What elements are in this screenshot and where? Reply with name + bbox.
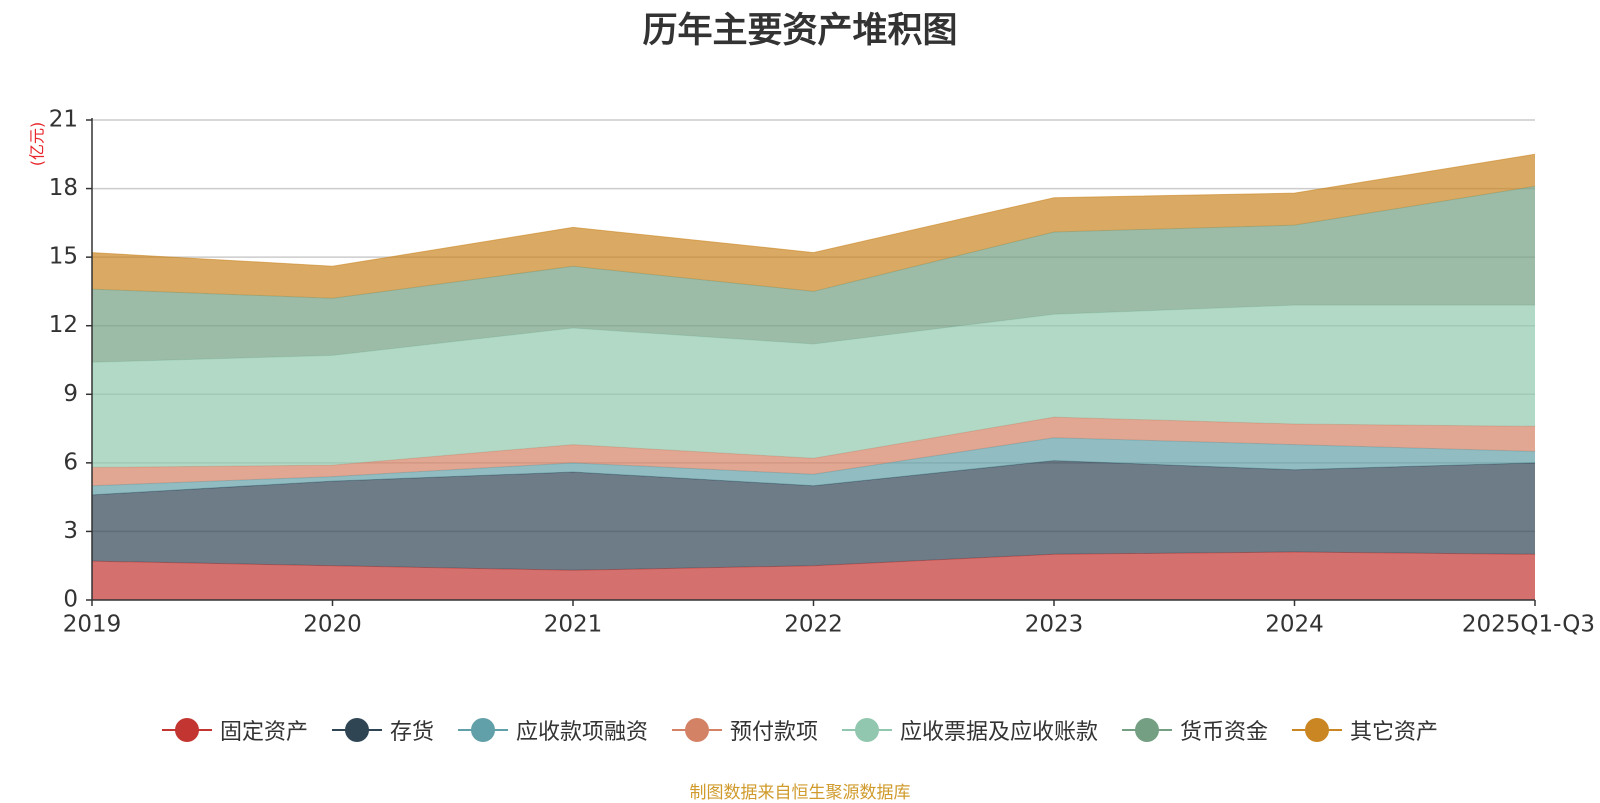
area-series-3[interactable]: [92, 417, 1535, 486]
y-tick-label: 0: [63, 587, 78, 613]
y-tick-label: 6: [63, 449, 78, 475]
x-tick-label: 2019: [63, 612, 122, 638]
y-tick-label: 18: [49, 175, 78, 201]
area-edge-5: [91, 185, 1536, 299]
y-axis-unit-label: (亿元): [28, 122, 47, 167]
legend-item[interactable]: 存货: [331, 714, 434, 746]
legend-label: 货币资金: [1180, 720, 1269, 745]
x-tick-label: 2021: [544, 612, 603, 638]
legend-item[interactable]: 应收票据及应收账款: [842, 714, 1098, 746]
x-tick-label: 2025Q1-Q3: [1462, 612, 1595, 638]
legend-marker-icon: [457, 718, 508, 742]
source-note: 制图数据来自恒生聚源数据库: [689, 783, 911, 803]
legend-marker-icon: [331, 718, 382, 742]
x-tick-label: 2022: [784, 612, 843, 638]
area-series-5[interactable]: [92, 186, 1535, 363]
legend-item[interactable]: 应收款项融资: [457, 714, 648, 746]
area-series-0[interactable]: [92, 552, 1535, 600]
area-series-2[interactable]: [92, 437, 1535, 495]
x-tick-label: 2023: [1025, 612, 1084, 638]
area-series-1[interactable]: [92, 460, 1535, 571]
legend-label: 其它资产: [1350, 720, 1439, 745]
legend-label: 存货: [389, 720, 434, 745]
y-tick-label: 9: [63, 381, 78, 407]
chart-title: 历年主要资产堆积图: [642, 11, 958, 51]
y-tick-label: 3: [63, 518, 78, 544]
legend-marker-icon: [671, 718, 722, 742]
axis-layer: 0 3 6 9 12 15 18 21 2019 2020 2021 2022 2023 2024 2025…: [49, 107, 1595, 638]
legend-marker-icon: [1122, 718, 1173, 742]
y-tick-label: 21: [49, 107, 78, 133]
area-series-6[interactable]: [92, 154, 1535, 299]
legend-item[interactable]: 其它资产: [1292, 714, 1438, 746]
legend: 固定资产 存货 应收款项融资 预付款项 应收票据及应收账款 货币资金 其它资产: [0, 714, 1600, 746]
legend-item[interactable]: 固定资产: [161, 714, 308, 746]
legend-label: 预付款项: [729, 720, 818, 745]
legend-marker-icon: [161, 718, 212, 742]
legend-marker-icon: [1292, 718, 1343, 742]
x-tick-label: 2020: [303, 612, 362, 638]
area-layer: [91, 153, 1536, 600]
legend-item[interactable]: 货币资金: [1122, 714, 1268, 746]
x-tick-label: 2024: [1265, 612, 1324, 638]
y-tick-label: 12: [49, 312, 78, 338]
y-tick-label: 15: [49, 244, 78, 270]
legend-marker-icon: [842, 718, 892, 742]
legend-label: 应收款项融资: [515, 720, 648, 745]
legend-label: 固定资产: [219, 720, 308, 745]
area-edge-6: [91, 153, 1536, 267]
area-series-4[interactable]: [92, 305, 1535, 468]
legend-item[interactable]: 预付款项: [671, 714, 818, 746]
legend-label: 应收票据及应收账款: [900, 720, 1099, 745]
